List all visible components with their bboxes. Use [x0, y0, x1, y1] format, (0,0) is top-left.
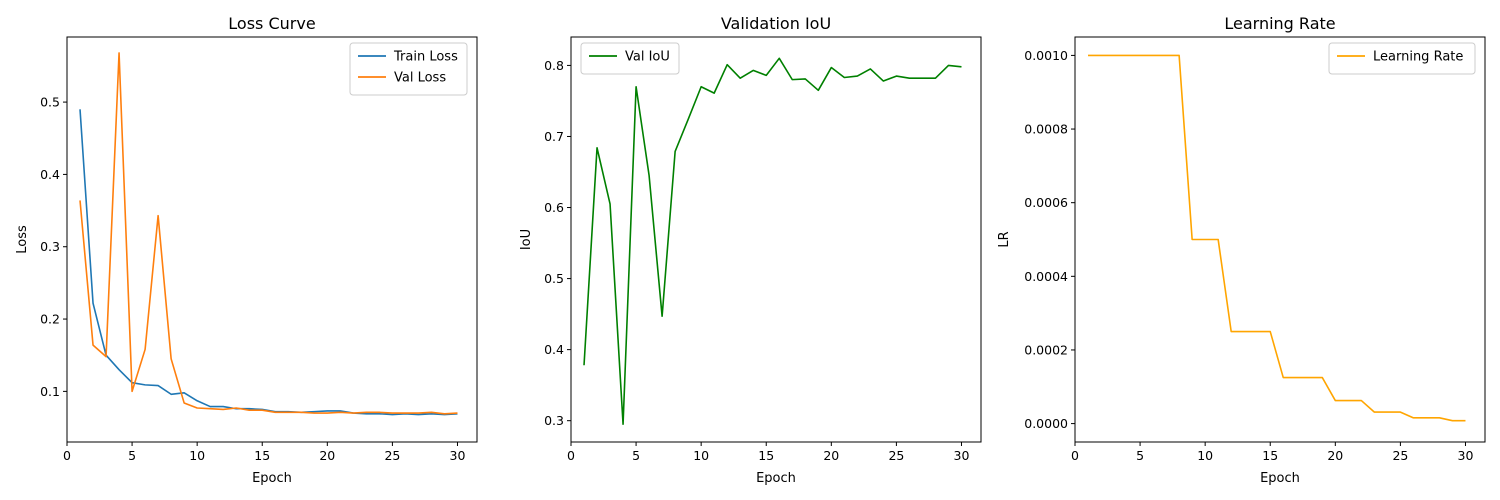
- x-axis-label: Epoch: [1260, 471, 1300, 486]
- x-tick-label: 15: [254, 448, 270, 463]
- y-tick-label: 0.0010: [1024, 48, 1068, 63]
- x-tick-label: 5: [1136, 448, 1144, 463]
- x-tick-label: 15: [1262, 448, 1278, 463]
- plot-frame: [66, 36, 478, 443]
- y-tick-label: 0.0006: [1024, 195, 1068, 210]
- legend-label: Val IoU: [625, 50, 670, 65]
- legend-label: Train Loss: [393, 50, 458, 65]
- learning-rate-panel: 0 5 10 15 20 25 30 0.0000 0.0002 0.0004 0.0006 0.00…: [997, 14, 1486, 486]
- legend-box: [1328, 42, 1476, 75]
- x-tick-label: 30: [1458, 448, 1474, 463]
- x-tick-label: 10: [189, 448, 205, 463]
- y-tick-label: 0.4: [544, 342, 564, 357]
- legend: Learning Rate: [1328, 42, 1476, 75]
- y-tick-label: 0.4: [40, 167, 60, 182]
- x-tick-label: 0: [63, 448, 71, 463]
- x-tick-label: 25: [888, 448, 904, 463]
- y-tick-label: 0.0004: [1024, 269, 1068, 284]
- x-tick-label: 20: [1327, 448, 1343, 463]
- chart-title: Validation IoU: [721, 14, 831, 33]
- y-axis-label: Loss: [15, 225, 30, 254]
- loss-curve-panel: 0 5 10 15 20 25 30 0.1 0.2 0.3 0.4 0.5 Loss Curve Epo…: [15, 14, 478, 486]
- y-tick-label: 0.0002: [1024, 342, 1068, 357]
- y-tick-label: 0.7: [544, 129, 564, 144]
- x-tick-label: 25: [1392, 448, 1408, 463]
- legend-label: Learning Rate: [1373, 50, 1463, 65]
- plot-frame: [1074, 36, 1486, 443]
- x-tick-label: 25: [384, 448, 400, 463]
- x-tick-label: 10: [693, 448, 709, 463]
- y-tick-label: 0.0008: [1024, 122, 1068, 137]
- chart-title: Loss Curve: [228, 14, 315, 33]
- x-tick-label: 0: [1071, 448, 1079, 463]
- series-line-learning-rate: [1088, 54, 1466, 422]
- x-tick-label: 10: [1197, 448, 1213, 463]
- y-tick-label: 0.2: [40, 312, 60, 327]
- legend-box: [580, 42, 680, 75]
- x-tick-label: 15: [758, 448, 774, 463]
- x-tick-label: 0: [567, 448, 575, 463]
- y-axis-label: IoU: [519, 229, 534, 250]
- y-tick-label: 0.3: [544, 413, 564, 428]
- plot-frame: [570, 36, 982, 443]
- x-tick-label: 30: [954, 448, 970, 463]
- series-line-train-loss: [79, 109, 458, 416]
- y-tick-label: 0.5: [40, 95, 60, 110]
- x-axis-label: Epoch: [756, 471, 796, 486]
- chart-title: Learning Rate: [1224, 14, 1335, 33]
- legend: Val IoU: [580, 42, 680, 75]
- y-tick-label: 0.5: [544, 271, 564, 286]
- y-tick-label: 0.6: [544, 200, 564, 215]
- x-tick-label: 20: [823, 448, 839, 463]
- x-tick-label: 5: [128, 448, 136, 463]
- validation-iou-panel: 0 5 10 15 20 25 30 0.3 0.4 0.5 0.6 0.7 0.8 Validation…: [519, 14, 982, 486]
- x-tick-label: 5: [632, 448, 640, 463]
- legend-label: Val Loss: [394, 71, 446, 86]
- series-line-val-iou: [583, 57, 962, 426]
- y-tick-label: 0.0000: [1024, 416, 1068, 431]
- y-tick-label: 0.8: [544, 58, 564, 73]
- y-tick-label: 0.1: [40, 384, 60, 399]
- x-tick-label: 30: [450, 448, 466, 463]
- legend: Train Loss Val Loss: [349, 42, 468, 96]
- x-axis-label: Epoch: [252, 471, 292, 486]
- y-tick-label: 0.3: [40, 239, 60, 254]
- y-axis-label: LR: [997, 231, 1012, 247]
- x-tick-label: 20: [319, 448, 335, 463]
- series-line-val-loss: [79, 52, 458, 415]
